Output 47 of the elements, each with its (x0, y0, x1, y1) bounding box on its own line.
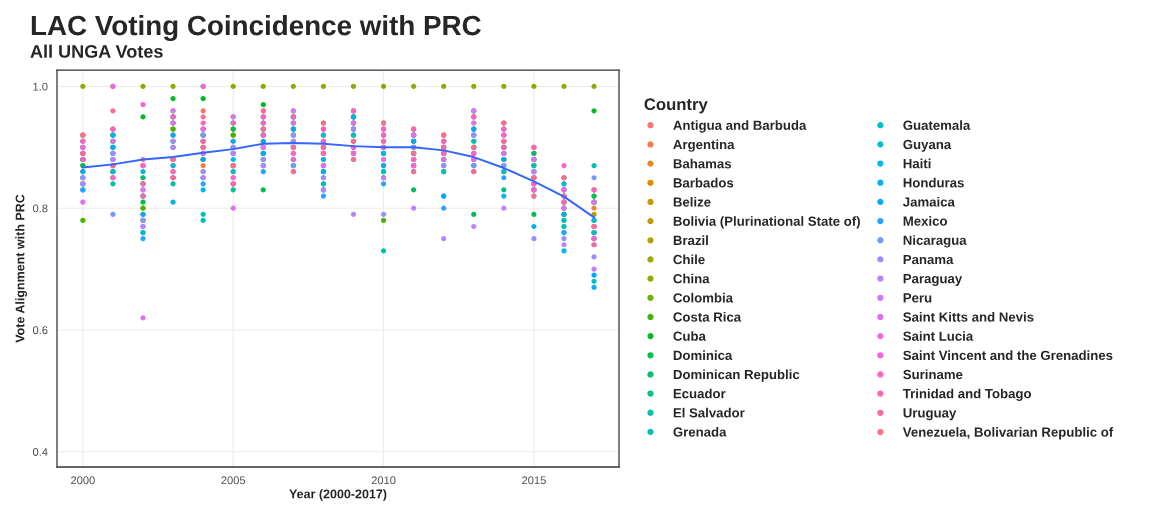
legend-label: Panama (903, 254, 954, 265)
legend-label: Antigua and Barbuda (673, 120, 807, 133)
legend-label: Peru (903, 293, 932, 303)
legend-label: Suriname (903, 369, 963, 380)
chart-subtitle: All UNGA Votes (30, 44, 163, 58)
legend-label: Guyana (903, 139, 952, 152)
x-tick-label: 2015 (522, 476, 546, 485)
legend-label: Dominican Republic (673, 369, 800, 382)
legend-label: Brazil (673, 235, 708, 246)
legend-label: Barbados (673, 177, 734, 188)
y-axis-title: Vote Alignment with PRC (15, 194, 27, 343)
legend-title: Country (644, 98, 708, 114)
x-axis-title: Year (2000-2017) (289, 489, 387, 501)
legend-label: China (673, 273, 710, 284)
y-tick-label: 0.6 (32, 326, 48, 335)
legend-label: Saint Vincent and the Grenadines (903, 350, 1113, 361)
legend-label: Grenada (673, 426, 727, 437)
legend-label: Nicaragua (903, 235, 967, 248)
legend-label: Venezuela, Bolivarian Republic of (902, 427, 1114, 440)
legend-label: Saint Kitts and Nevis (903, 312, 1034, 322)
legend-label: Bahamas (673, 158, 732, 169)
legend-label: Jamaica (902, 196, 955, 207)
y-tick-label: 0.8 (32, 204, 48, 213)
y-tick-label: 1.0 (33, 82, 48, 91)
legend-label: Ecuador (673, 388, 726, 399)
legend-label: Belize (673, 197, 711, 207)
x-tick-label: 2010 (371, 476, 396, 485)
legend-label: Dominica (673, 350, 733, 361)
legend-label: Guatemala (903, 120, 971, 130)
legend-label: Haiti (903, 158, 931, 169)
legend-label: Argentina (673, 139, 735, 152)
legend-label: Bolivia (Plurinational State of) (673, 216, 860, 229)
legend-label: Chile (673, 254, 705, 265)
x-tick-label: 2005 (221, 476, 246, 485)
legend-label: El Salvador (673, 407, 745, 418)
legend-label: Honduras (903, 177, 964, 188)
x-tick-label: 2000 (71, 476, 95, 485)
legend-label: Colombia (673, 292, 734, 303)
legend-label: Mexico (903, 216, 947, 226)
legend-label: Costa Rica (673, 312, 742, 322)
legend-label: Cuba (673, 331, 706, 341)
legend-label: Saint Lucia (903, 331, 974, 341)
legend-label: Uruguay (903, 408, 957, 421)
chart-title: LAC Voting Coincidence with PRC (31, 14, 481, 42)
legend-label: Trinidad and Tobago (902, 388, 1032, 401)
y-tick-label: 0.4 (32, 448, 48, 456)
legend-label: Paraguay (903, 274, 963, 286)
